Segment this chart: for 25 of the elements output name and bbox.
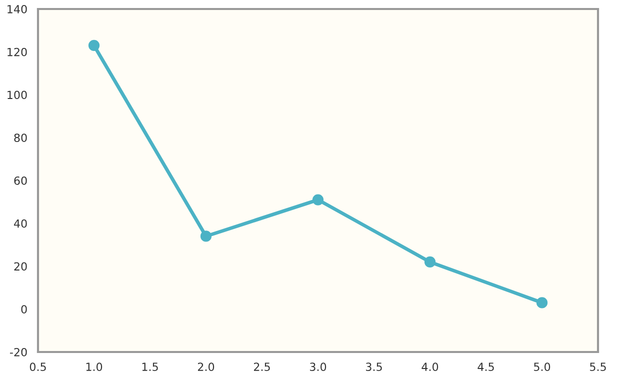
y-tick-label: 80 bbox=[14, 134, 27, 142]
y-tick-label: 120 bbox=[8, 48, 27, 56]
x-tick-label: 4.5 bbox=[478, 362, 494, 372]
y-tick-label: 60 bbox=[14, 176, 27, 185]
x-tick-label: 5.0 bbox=[534, 362, 550, 372]
y-tick-label: 0 bbox=[21, 305, 27, 314]
y-tick-label: -20 bbox=[10, 348, 27, 356]
x-tick-label: 5.5 bbox=[590, 362, 606, 372]
x-tick-label: 4.0 bbox=[422, 362, 438, 372]
point bbox=[312, 194, 324, 206]
x-tick-label: 3.5 bbox=[366, 362, 382, 372]
x-tick-label: 1.5 bbox=[142, 362, 158, 372]
x-tick-label: 2.5 bbox=[254, 362, 270, 372]
y-tick-label: 40 bbox=[14, 219, 27, 228]
x-tick-label: 0.5 bbox=[30, 362, 46, 372]
x-tick-label: 2.0 bbox=[198, 362, 214, 372]
y-tick-label: 140 bbox=[8, 4, 27, 14]
point bbox=[536, 297, 548, 308]
x-tick-label: 3.0 bbox=[310, 362, 326, 372]
point bbox=[200, 230, 212, 242]
y-tick-label: 20 bbox=[14, 262, 27, 271]
point bbox=[88, 40, 100, 51]
point bbox=[424, 256, 436, 268]
y-tick-label: 100 bbox=[8, 90, 27, 100]
x-tick-label: 1.0 bbox=[86, 362, 102, 372]
